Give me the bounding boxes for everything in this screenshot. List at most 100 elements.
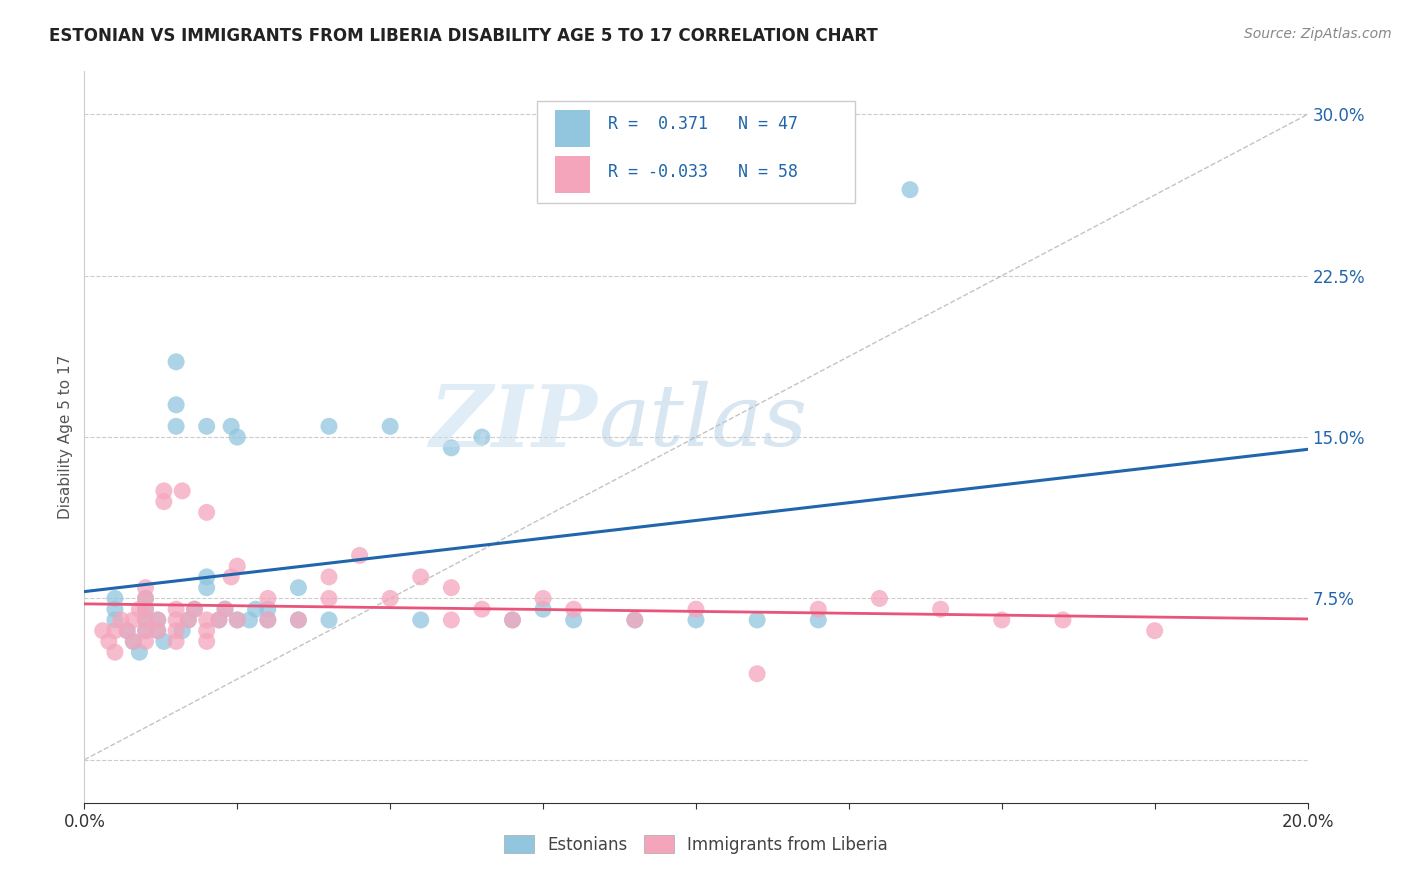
Text: ZIP: ZIP — [430, 381, 598, 464]
Point — [165, 634, 187, 648]
Point — [807, 613, 830, 627]
Point — [624, 613, 647, 627]
Point — [135, 624, 157, 638]
Bar — [555, 110, 589, 146]
Text: R = -0.033   N = 58: R = -0.033 N = 58 — [607, 163, 797, 181]
Point — [135, 602, 157, 616]
Point — [287, 613, 309, 627]
Point — [195, 613, 218, 627]
Point — [440, 613, 463, 627]
Point — [122, 613, 145, 627]
Point — [195, 505, 218, 519]
Point — [208, 613, 231, 627]
Point — [226, 613, 249, 627]
Point — [208, 613, 231, 627]
Point — [146, 613, 169, 627]
Point — [471, 430, 494, 444]
Point — [502, 613, 524, 627]
Point — [135, 624, 157, 638]
Y-axis label: Disability Age 5 to 17: Disability Age 5 to 17 — [58, 355, 73, 519]
Point — [226, 430, 249, 444]
Point — [318, 613, 340, 627]
Point — [257, 613, 280, 627]
Bar — [555, 156, 589, 193]
Point — [135, 581, 157, 595]
Point — [257, 613, 280, 627]
Point — [747, 613, 769, 627]
Point — [287, 581, 309, 595]
Point — [177, 613, 200, 627]
Point — [471, 602, 494, 616]
Point — [110, 613, 132, 627]
Point — [153, 634, 176, 648]
Point — [929, 602, 952, 616]
Point — [991, 613, 1014, 627]
Point — [146, 624, 169, 638]
Point — [318, 591, 340, 606]
Point — [153, 483, 176, 498]
Text: Source: ZipAtlas.com: Source: ZipAtlas.com — [1244, 27, 1392, 41]
Point — [562, 602, 585, 616]
Point — [531, 602, 554, 616]
Point — [183, 602, 205, 616]
Point — [287, 613, 309, 627]
Point — [409, 570, 432, 584]
Point — [135, 602, 157, 616]
Point — [195, 634, 218, 648]
Point — [624, 613, 647, 627]
Point — [165, 419, 187, 434]
Point — [349, 549, 371, 563]
Point — [214, 602, 236, 616]
Point — [257, 602, 280, 616]
Point — [440, 441, 463, 455]
Point — [531, 591, 554, 606]
Point — [165, 398, 187, 412]
Point — [104, 602, 127, 616]
Point — [685, 613, 707, 627]
Text: ESTONIAN VS IMMIGRANTS FROM LIBERIA DISABILITY AGE 5 TO 17 CORRELATION CHART: ESTONIAN VS IMMIGRANTS FROM LIBERIA DISA… — [49, 27, 877, 45]
Point — [318, 570, 340, 584]
Point — [685, 602, 707, 616]
Point — [898, 183, 921, 197]
Point — [219, 419, 242, 434]
Point — [104, 645, 127, 659]
Text: R =  0.371   N = 47: R = 0.371 N = 47 — [607, 115, 797, 133]
Point — [214, 602, 236, 616]
Point — [807, 602, 830, 616]
Point — [177, 613, 200, 627]
Point — [195, 624, 218, 638]
Legend: Estonians, Immigrants from Liberia: Estonians, Immigrants from Liberia — [498, 829, 894, 860]
Point — [226, 613, 249, 627]
Point — [153, 494, 176, 508]
Point — [135, 613, 157, 627]
Point — [128, 645, 150, 659]
Point — [380, 419, 402, 434]
Point — [104, 591, 127, 606]
Point — [318, 419, 340, 434]
Point — [165, 355, 187, 369]
Point — [440, 581, 463, 595]
Point — [257, 591, 280, 606]
Point — [183, 602, 205, 616]
Point — [238, 613, 260, 627]
Point — [172, 483, 194, 498]
Point — [91, 624, 114, 638]
Bar — [537, 101, 855, 203]
Point — [146, 624, 169, 638]
Point — [115, 624, 138, 638]
Point — [195, 419, 218, 434]
Point — [122, 634, 145, 648]
Point — [165, 602, 187, 616]
Point — [409, 613, 432, 627]
Point — [195, 570, 218, 584]
Point — [122, 634, 145, 648]
Point — [165, 624, 187, 638]
Point — [104, 624, 127, 638]
Point — [97, 634, 120, 648]
Point — [115, 624, 138, 638]
Point — [135, 613, 157, 627]
Point — [226, 559, 249, 574]
Point — [219, 570, 242, 584]
Point — [135, 591, 157, 606]
Point — [195, 581, 218, 595]
